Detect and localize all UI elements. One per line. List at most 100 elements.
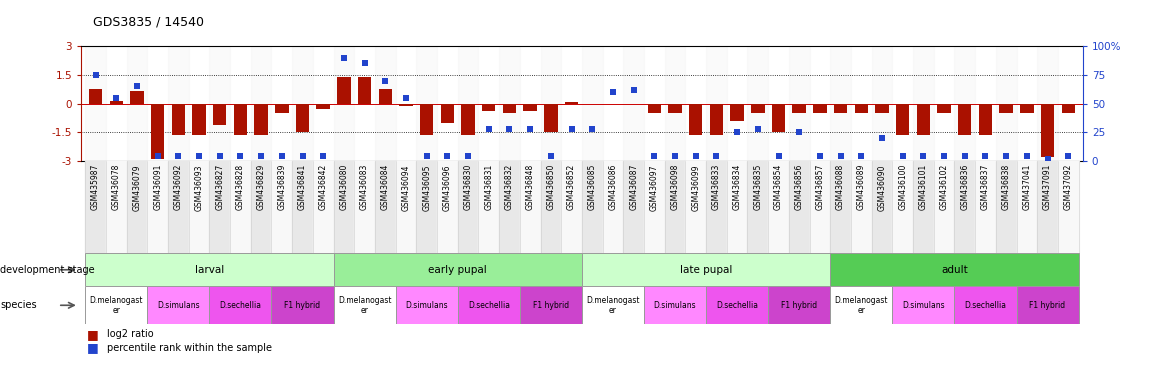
Text: GSM436079: GSM436079 [132,164,141,210]
Bar [213,104,227,125]
Bar [996,46,1017,161]
Text: GSM436831: GSM436831 [484,164,493,210]
Text: GSM436093: GSM436093 [195,164,204,210]
Point [790,129,808,136]
Bar [747,46,768,161]
Bar [396,161,417,253]
Bar [255,104,267,136]
Text: GSM437041: GSM437041 [1023,164,1032,210]
Point [955,152,974,159]
Bar [565,102,578,104]
Bar [710,104,723,136]
Bar [234,104,247,136]
Bar [958,104,972,136]
Bar [292,46,313,161]
Point [997,152,1016,159]
Text: species: species [0,300,37,310]
Text: GSM437092: GSM437092 [1064,164,1072,210]
Bar [437,161,457,253]
Text: GSM436084: GSM436084 [381,164,390,210]
Bar [1038,161,1058,253]
Text: GSM436087: GSM436087 [629,164,638,210]
Bar [400,104,412,106]
Point [397,95,416,101]
Point [976,152,995,159]
Bar [457,46,478,161]
Text: GSM436089: GSM436089 [857,164,866,210]
Bar [544,104,558,132]
Bar [358,77,372,104]
Text: F1 hybrid: F1 hybrid [782,301,818,310]
Point [852,152,871,159]
Bar [581,253,830,286]
Text: GSM436842: GSM436842 [318,164,328,210]
Text: GSM436856: GSM436856 [794,164,804,210]
Bar [644,286,706,324]
Text: GSM436097: GSM436097 [650,164,659,210]
Text: D.simulans: D.simulans [654,301,696,310]
Bar [86,46,105,161]
Bar [503,104,516,113]
Bar [375,46,396,161]
Bar [86,161,105,253]
Bar [830,253,1078,286]
Bar [665,161,686,253]
Bar [937,104,951,113]
Text: F1 hybrid: F1 hybrid [285,301,321,310]
Point [232,152,250,159]
Point [811,152,829,159]
Bar [1058,161,1078,253]
Text: GSM436828: GSM436828 [236,164,244,210]
Point [914,152,932,159]
Bar [379,89,393,104]
Bar [441,104,454,123]
Text: F1 hybrid: F1 hybrid [1029,301,1065,310]
Bar [872,46,893,161]
Bar [417,161,437,253]
Bar [933,161,954,253]
Text: GSM436101: GSM436101 [919,164,928,210]
Text: GSM436092: GSM436092 [174,164,183,210]
Bar [147,286,210,324]
Point [190,152,208,159]
Text: GSM436086: GSM436086 [608,164,617,210]
Bar [276,104,288,113]
Point [666,152,684,159]
Bar [665,46,686,161]
Text: GSM436100: GSM436100 [899,164,907,210]
Bar [893,286,954,324]
Text: early pupal: early pupal [428,265,488,275]
Point [1058,152,1077,159]
Bar [271,161,292,253]
Bar [313,161,334,253]
Point [873,135,892,141]
Point [459,152,477,159]
Bar [979,104,992,136]
Bar [210,46,230,161]
Text: GSM436080: GSM436080 [339,164,349,210]
Point [376,78,395,84]
Text: GSM436848: GSM436848 [526,164,535,210]
Point [438,152,456,159]
Text: D.sechellia: D.sechellia [468,301,510,310]
Bar [789,161,809,253]
Bar [623,161,644,253]
Point [479,126,498,132]
Point [542,152,560,159]
Bar [809,161,830,253]
Bar [851,161,872,253]
Text: GSM436857: GSM436857 [815,164,824,210]
Text: D.simulans: D.simulans [902,301,945,310]
Bar [457,161,478,253]
Text: GSM436102: GSM436102 [939,164,948,210]
Point [769,152,787,159]
Text: GSM436829: GSM436829 [257,164,265,210]
Point [582,126,601,132]
Text: GSM436850: GSM436850 [547,164,556,210]
Bar [975,161,996,253]
Bar [130,91,144,104]
Text: percentile rank within the sample: percentile rank within the sample [107,343,271,353]
Point [251,152,270,159]
Point [314,152,332,159]
Bar [996,161,1017,253]
